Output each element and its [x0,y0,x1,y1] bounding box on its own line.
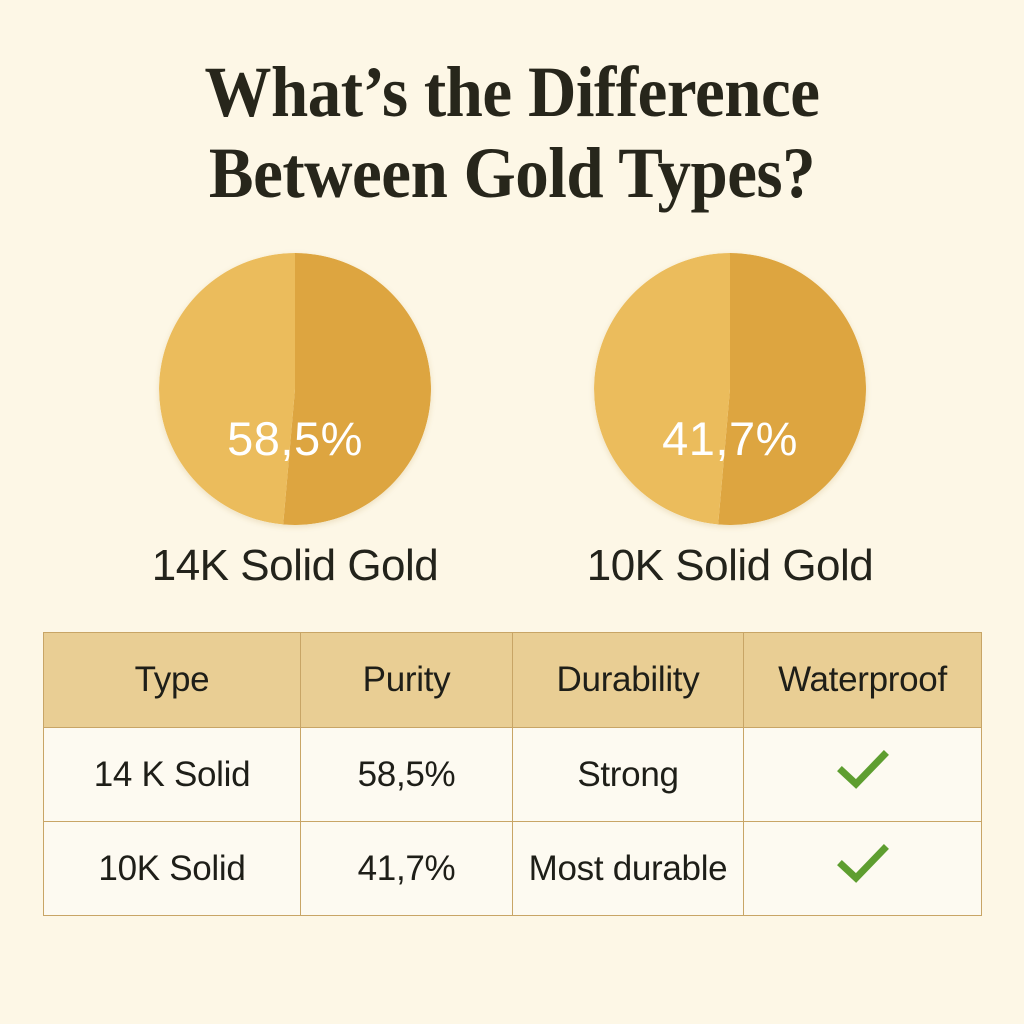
cell-durability: Strong [512,727,744,822]
pie-caption-14k: 14K Solid Gold [151,541,439,590]
cell-purity: 58,5% [300,727,513,822]
pie-slice-major-14k [283,253,431,525]
table-header-row: Type Purity Durability Waterproof [43,632,982,728]
check-icon [836,750,889,790]
column-header-waterproof: Waterproof [743,632,982,728]
cell-waterproof [743,727,982,822]
cell-waterproof [743,821,982,916]
cell-durability: Most durable [512,821,744,916]
table-header: Type Purity Durability Waterproof [43,632,982,728]
pie-svg-10k [594,253,866,525]
pie-slice-minor-10k [594,253,730,525]
page-title-line-2: Between Gold Types? [208,132,816,213]
cell-type: 10K Solid [43,821,301,916]
cell-purity: 41,7% [300,821,513,916]
page-title-line-1: What’s the Difference [204,52,820,132]
pie-chart-14k: 58,5% 14K Solid Gold [152,253,439,590]
comparison-table: Type Purity Durability Waterproof 14 K S… [43,632,982,916]
pie-chart-group: 58,5% 14K Solid Gold 41,7% 10K Solid Gol… [0,253,1024,590]
pie-caption-10k: 10K Solid Gold [586,541,874,590]
table-row: 14 K Solid 58,5% Strong [43,727,982,822]
table-body: 14 K Solid 58,5% Strong 10K Solid 41,7% … [43,727,982,916]
pie-slice-minor-14k [159,253,295,525]
pie-chart-10k: 41,7% 10K Solid Gold [587,253,874,590]
pie-slice-major-10k [718,253,866,525]
column-header-type: Type [43,632,301,728]
cell-type: 14 K Solid [43,727,301,822]
page-title: What’s the Difference Between Gold Types… [36,52,988,213]
check-icon [836,844,889,884]
pie-graphic-14k [159,253,431,525]
pie-value-label-10k: 41,7% [662,412,798,465]
pie-svg-14k [159,253,431,525]
table-row: 10K Solid 41,7% Most durable [43,821,982,916]
column-header-durability: Durability [512,632,744,728]
column-header-purity: Purity [300,632,513,728]
pie-value-label-14k: 58,5% [227,412,363,465]
pie-graphic-10k [594,253,866,525]
